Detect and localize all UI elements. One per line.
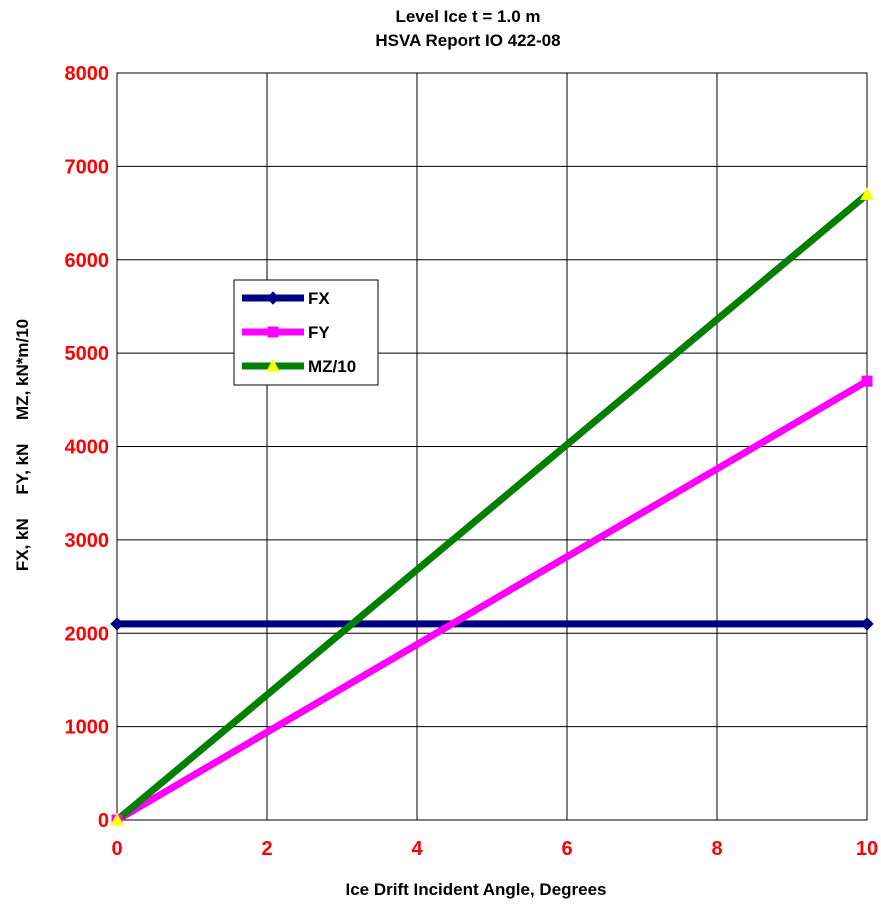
- legend-label-mz-10: MZ/10: [308, 357, 356, 376]
- legend-label-fy: FY: [308, 323, 330, 342]
- chart-title: Level Ice t = 1.0 m: [395, 7, 540, 26]
- series-layer: [114, 191, 870, 824]
- series-line-mz-10: [114, 191, 870, 823]
- y-tick-label: 2000: [65, 623, 110, 645]
- x-tick-label: 10: [856, 838, 878, 860]
- y-tick-label: 5000: [65, 343, 110, 365]
- series-marker-fx: [860, 617, 874, 631]
- legend-label-fx: FX: [308, 289, 330, 308]
- x-tick-label: 4: [411, 838, 423, 860]
- y-tick-label: 4000: [65, 437, 110, 459]
- series-marker-mz-10: [110, 812, 124, 826]
- x-tick-label: 0: [111, 838, 122, 860]
- series-marker-fy: [267, 326, 279, 338]
- series-marker-fx: [110, 617, 124, 631]
- x-axis-title: Ice Drift Incident Angle, Degrees: [345, 880, 606, 899]
- chart-subtitle: HSVA Report IO 422-08: [375, 31, 560, 50]
- y-tick-label: 7000: [65, 156, 110, 178]
- y-tick-label: 8000: [65, 63, 110, 85]
- x-tick-label: 8: [711, 838, 722, 860]
- series-marker-mz-10: [860, 187, 874, 200]
- y-tick-label: 6000: [65, 250, 110, 272]
- x-tick-label: 2: [261, 838, 272, 860]
- y-tick-label: 3000: [65, 530, 110, 552]
- x-tick-label: 6: [561, 838, 572, 860]
- y-tick-label: 0: [98, 810, 109, 832]
- marker-layer: [110, 187, 874, 826]
- series-line-fy: [115, 378, 869, 824]
- y-axis-title: FX, kN FY, kN MZ, kN*m/10: [13, 319, 32, 571]
- legend: FX FY MZ/10: [233, 279, 379, 386]
- tick-labels: 0 1000 2000 3000 4000 5000 6000 7000 8000 0 2 4 6 8 10: [65, 63, 879, 860]
- series-marker-fx: [266, 291, 280, 305]
- y-tick-label: 1000: [65, 717, 110, 739]
- plot-area-border: [116, 72, 868, 821]
- series-marker-fy: [861, 375, 873, 387]
- series-marker-mz-10: [266, 358, 280, 372]
